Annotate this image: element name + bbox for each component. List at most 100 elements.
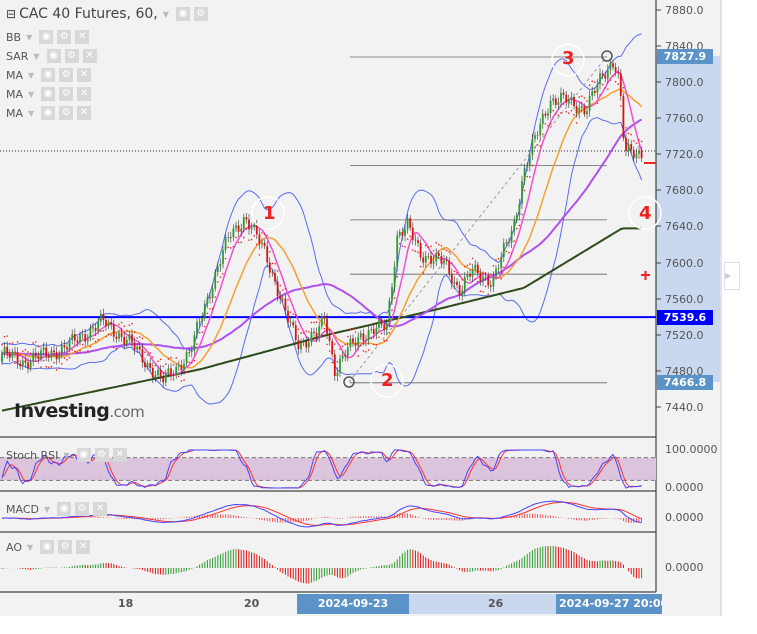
gear-icon[interactable]: ⚙ <box>59 87 74 101</box>
dropdown-icon[interactable]: ▼ <box>28 70 35 80</box>
dropdown-icon[interactable]: ▼ <box>63 450 70 460</box>
candle-body <box>614 67 617 72</box>
investing-logo: Investing.com <box>14 400 145 422</box>
close-icon[interactable]: ✕ <box>77 87 92 101</box>
candle-body <box>235 225 237 229</box>
candle-body <box>458 284 461 296</box>
gear-icon[interactable]: ⚙ <box>59 106 74 120</box>
annotation-1[interactable]: 1 <box>263 203 276 224</box>
annotation-2[interactable]: 2 <box>381 370 394 391</box>
candle-body <box>198 321 201 323</box>
sar-dot <box>79 349 81 352</box>
eye-icon[interactable]: ◉ <box>39 30 54 44</box>
sar-dot <box>230 247 232 249</box>
chart-canvas[interactable] <box>0 0 722 616</box>
dropdown-icon[interactable]: ▼ <box>162 9 169 19</box>
eye-icon[interactable]: ◉ <box>41 87 56 101</box>
close-icon[interactable]: ✕ <box>76 540 91 554</box>
sar-dot <box>391 309 393 312</box>
gear-icon[interactable]: ⚙ <box>57 30 72 44</box>
eye-icon[interactable]: ◉ <box>57 502 72 516</box>
sar-dot <box>635 142 638 144</box>
dropdown-icon[interactable]: ▼ <box>28 108 35 118</box>
sar-dot <box>331 361 334 364</box>
sar-dot <box>373 343 375 346</box>
eye-icon[interactable]: ◉ <box>41 106 56 120</box>
close-icon[interactable]: ✕ <box>112 448 127 462</box>
sar-dot <box>328 350 331 352</box>
close-icon[interactable]: ✕ <box>82 49 97 63</box>
candle-body <box>539 123 542 136</box>
candle-body <box>281 298 284 300</box>
candle-body <box>596 84 599 93</box>
gear-icon[interactable]: ⚙ <box>94 448 109 462</box>
annotation-4[interactable]: 4 <box>639 203 652 224</box>
candle-body <box>58 354 61 360</box>
sar-dot <box>271 262 274 265</box>
candle-body <box>60 345 63 355</box>
dropdown-icon[interactable]: ▼ <box>43 504 51 514</box>
candle-body <box>164 373 167 383</box>
candle-body <box>302 341 305 343</box>
candle-body <box>248 219 250 230</box>
dropdown-icon[interactable]: ▼ <box>27 542 34 552</box>
candle-body <box>94 328 97 331</box>
sar-dot <box>354 331 357 333</box>
sar-dot <box>471 257 474 260</box>
gear-icon[interactable]: ⚙ <box>75 502 90 516</box>
gear-icon[interactable]: ⚙ <box>59 68 74 82</box>
sar-dot <box>614 80 617 83</box>
sar-dot <box>523 189 526 192</box>
candle-body <box>346 347 349 357</box>
sar-dot <box>526 175 528 178</box>
close-icon[interactable]: ✕ <box>77 106 92 120</box>
close-icon[interactable]: ✕ <box>93 502 108 516</box>
sar-dot <box>297 328 300 331</box>
candle-body <box>84 334 87 342</box>
eye-icon[interactable]: ◉ <box>175 7 190 21</box>
collapse-panel-handle[interactable]: ▶ <box>724 262 740 290</box>
close-icon[interactable]: ✕ <box>77 68 92 82</box>
candle-body <box>326 318 328 334</box>
sar-dot <box>482 291 484 293</box>
candle-body <box>8 353 11 358</box>
sar-dot <box>573 114 575 116</box>
sar-dot <box>6 335 8 337</box>
sar-dot <box>409 235 412 238</box>
close-icon[interactable]: ✕ <box>75 30 90 44</box>
sar-dot <box>48 366 50 369</box>
sar-dot <box>427 246 430 249</box>
candle-body <box>437 252 440 257</box>
chart-container[interactable]: ⊟ CAC 40 Futures, 60, ▼ ◉ ⚙ BB ▼ ◉ ⚙ ✕ SAR ▼ ◉ ⚙ ✕ MA ▼… <box>0 0 722 630</box>
gear-icon[interactable]: ⚙ <box>64 49 79 63</box>
indicator-name: AO <box>6 540 22 554</box>
sar-dot <box>255 243 258 246</box>
eye-icon[interactable]: ◉ <box>46 49 61 63</box>
eye-icon[interactable]: ◉ <box>40 540 55 554</box>
collapse-icon[interactable]: ⊟ <box>6 7 17 21</box>
candle-body <box>385 324 388 330</box>
sar-dot <box>113 346 115 349</box>
candle-body <box>414 239 417 241</box>
candle-body <box>289 322 292 324</box>
sar-dot <box>547 124 549 127</box>
dropdown-icon[interactable]: ▼ <box>33 51 40 61</box>
sar-dot <box>479 290 482 293</box>
gear-icon[interactable]: ⚙ <box>58 540 73 554</box>
eye-icon[interactable]: ◉ <box>41 68 56 82</box>
candle-body <box>534 135 536 139</box>
eye-icon[interactable]: ◉ <box>76 448 91 462</box>
macd-tick: 0.0000 <box>665 511 704 524</box>
sar-dot <box>196 343 198 345</box>
candle-body <box>604 75 607 79</box>
candle-body <box>118 332 120 339</box>
annotation-3[interactable]: 3 <box>562 48 575 69</box>
candle-body <box>203 303 206 318</box>
candle-body <box>232 228 235 238</box>
sar-dot <box>240 241 242 244</box>
candle-body <box>638 150 640 154</box>
dropdown-icon[interactable]: ▼ <box>28 89 35 99</box>
dropdown-icon[interactable]: ▼ <box>26 32 33 42</box>
sar-dot <box>588 84 591 87</box>
gear-icon[interactable]: ⚙ <box>193 7 208 21</box>
